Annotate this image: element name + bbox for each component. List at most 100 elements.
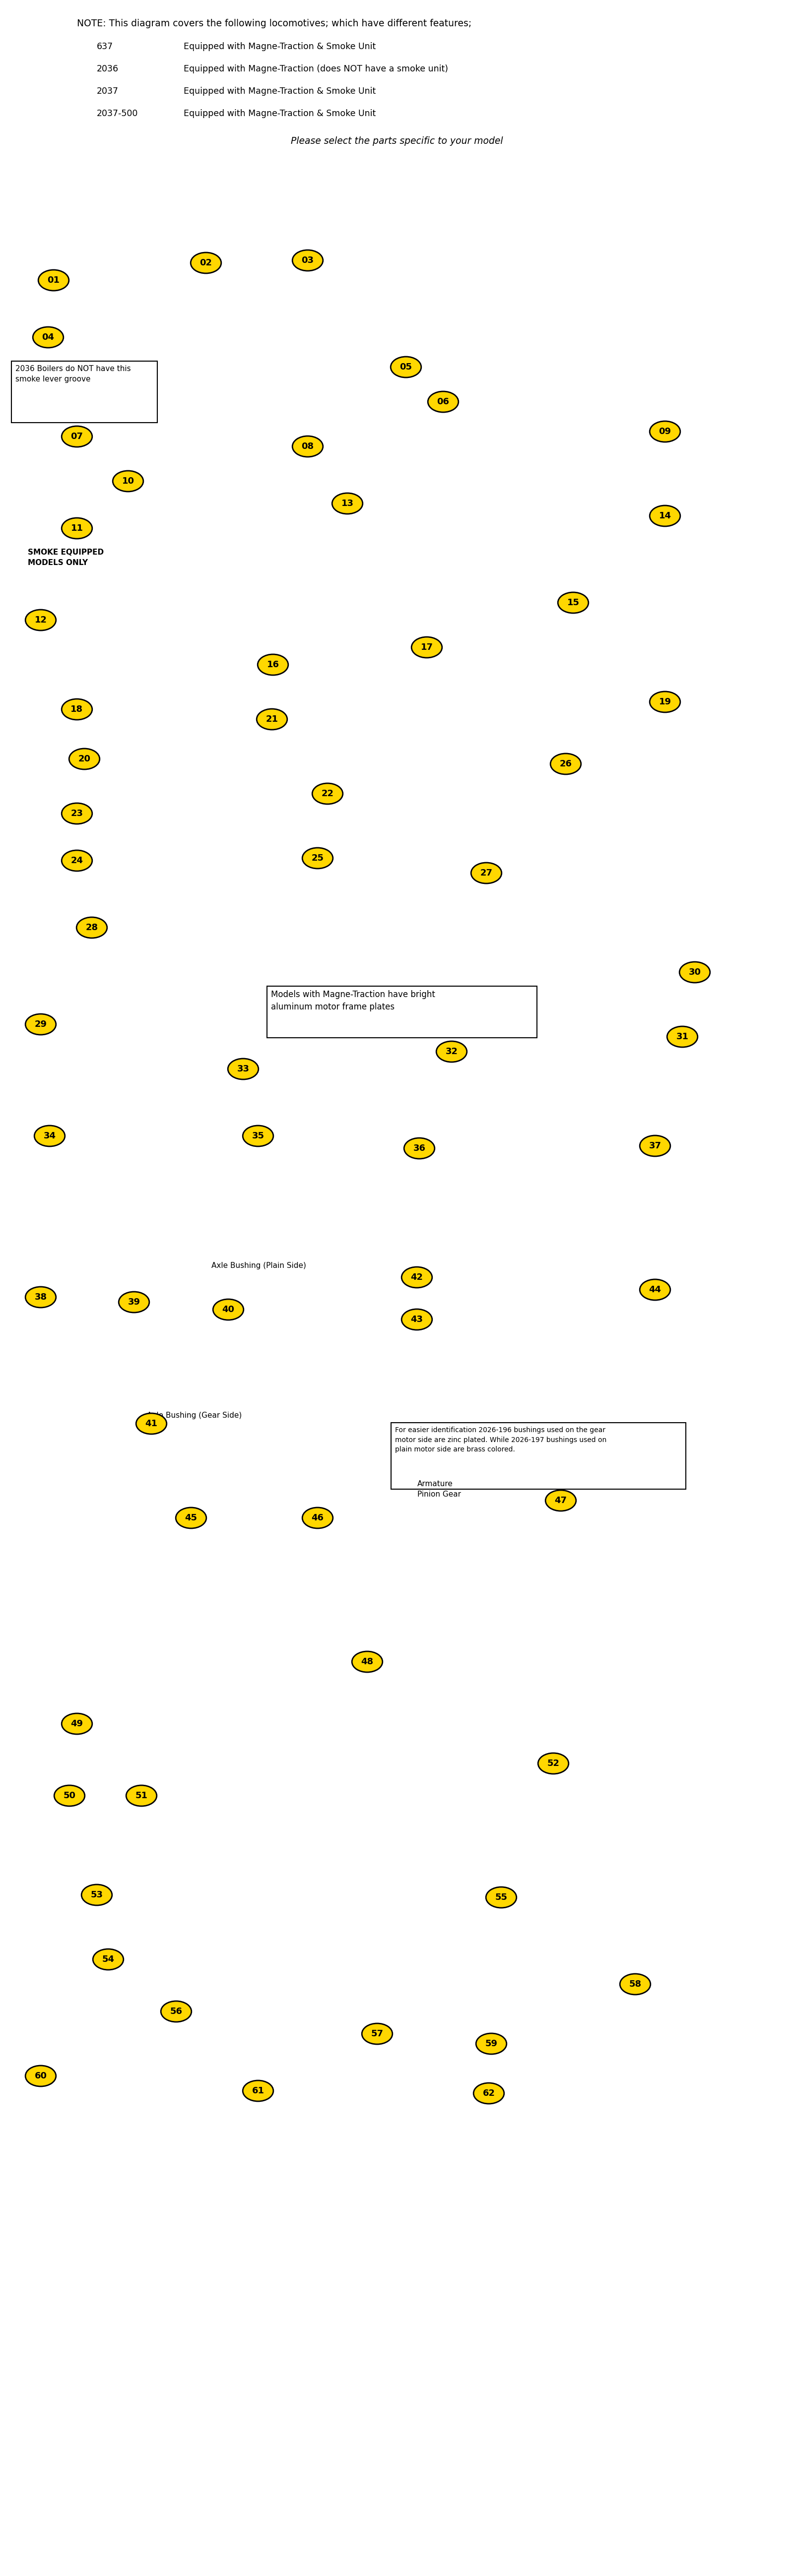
Text: 44: 44	[649, 1285, 661, 1293]
Text: Armature
Pinion Gear: Armature Pinion Gear	[418, 1481, 461, 1499]
Ellipse shape	[620, 1973, 650, 1994]
Text: Equipped with Magne-Traction & Smoke Unit: Equipped with Magne-Traction & Smoke Uni…	[183, 88, 376, 95]
Ellipse shape	[62, 850, 92, 871]
Text: 61: 61	[252, 2087, 264, 2094]
Text: 2037: 2037	[97, 88, 118, 95]
Text: 23: 23	[71, 809, 83, 819]
Text: Equipped with Magne-Traction (does NOT have a smoke unit): Equipped with Magne-Traction (does NOT h…	[183, 64, 448, 72]
Ellipse shape	[62, 425, 92, 448]
Text: 17: 17	[421, 644, 433, 652]
Text: 18: 18	[71, 706, 83, 714]
Ellipse shape	[69, 750, 100, 770]
Ellipse shape	[93, 1950, 124, 1971]
Text: 59: 59	[485, 2040, 498, 2048]
Ellipse shape	[161, 2002, 191, 2022]
Text: Axle Bushing (Plain Side): Axle Bushing (Plain Side)	[211, 1262, 306, 1270]
Text: 32: 32	[445, 1048, 458, 1056]
Text: 49: 49	[71, 1718, 83, 1728]
Text: 07: 07	[71, 433, 83, 440]
Ellipse shape	[391, 355, 422, 379]
Text: For easier identification 2026-196 bushings used on the gear
motor side are zinc: For easier identification 2026-196 bushi…	[395, 1427, 607, 1453]
Ellipse shape	[538, 1754, 569, 1775]
Ellipse shape	[558, 592, 588, 613]
Text: 48: 48	[361, 1656, 373, 1667]
Ellipse shape	[62, 698, 92, 719]
Ellipse shape	[428, 392, 458, 412]
FancyBboxPatch shape	[11, 361, 157, 422]
Text: 15: 15	[567, 598, 580, 608]
Text: 33: 33	[237, 1064, 249, 1074]
Ellipse shape	[303, 848, 333, 868]
Ellipse shape	[292, 250, 323, 270]
Text: 05: 05	[399, 363, 412, 371]
Text: 51: 51	[135, 1790, 148, 1801]
Text: 11: 11	[71, 523, 83, 533]
Text: 21: 21	[266, 714, 278, 724]
Ellipse shape	[76, 917, 107, 938]
Text: 20: 20	[78, 755, 91, 762]
Ellipse shape	[362, 2022, 392, 2045]
Ellipse shape	[38, 270, 69, 291]
Ellipse shape	[25, 1015, 56, 1036]
FancyBboxPatch shape	[391, 1422, 686, 1489]
Text: 02: 02	[200, 258, 212, 268]
Text: 42: 42	[410, 1273, 423, 1283]
Text: 56: 56	[170, 2007, 183, 2017]
Text: 2036: 2036	[97, 64, 118, 72]
Ellipse shape	[191, 252, 222, 273]
Text: 13: 13	[341, 500, 353, 507]
Ellipse shape	[62, 804, 92, 824]
Ellipse shape	[119, 1291, 149, 1314]
Ellipse shape	[33, 327, 64, 348]
Text: 36: 36	[413, 1144, 426, 1154]
Text: 637: 637	[97, 41, 114, 52]
Text: 25: 25	[311, 853, 324, 863]
Text: 06: 06	[437, 397, 449, 407]
Text: 12: 12	[34, 616, 47, 623]
Text: Equipped with Magne-Traction & Smoke Unit: Equipped with Magne-Traction & Smoke Uni…	[183, 108, 376, 118]
Text: Please select the parts specific to your model: Please select the parts specific to your…	[291, 137, 503, 147]
Ellipse shape	[402, 1309, 432, 1329]
FancyBboxPatch shape	[267, 987, 537, 1038]
Text: 22: 22	[322, 788, 333, 799]
Ellipse shape	[312, 783, 343, 804]
Ellipse shape	[352, 1651, 383, 1672]
Text: 46: 46	[311, 1515, 324, 1522]
Text: 40: 40	[222, 1306, 234, 1314]
Ellipse shape	[680, 961, 710, 981]
Ellipse shape	[437, 1041, 467, 1061]
Ellipse shape	[332, 492, 363, 513]
Text: 54: 54	[102, 1955, 114, 1963]
Text: 19: 19	[659, 698, 671, 706]
Text: 09: 09	[659, 428, 671, 435]
Text: 16: 16	[267, 659, 279, 670]
Ellipse shape	[25, 2066, 56, 2087]
Text: 14: 14	[659, 513, 671, 520]
Text: 29: 29	[34, 1020, 47, 1028]
Text: 41: 41	[145, 1419, 157, 1427]
Text: 27: 27	[480, 868, 492, 878]
Ellipse shape	[550, 755, 581, 775]
Ellipse shape	[649, 690, 680, 714]
Ellipse shape	[257, 654, 288, 675]
Text: 50: 50	[64, 1790, 75, 1801]
Ellipse shape	[402, 1267, 432, 1288]
Text: 47: 47	[554, 1497, 567, 1504]
Text: 37: 37	[649, 1141, 661, 1151]
Text: Equipped with Magne-Traction & Smoke Unit: Equipped with Magne-Traction & Smoke Uni…	[183, 41, 376, 52]
Ellipse shape	[54, 1785, 85, 1806]
Ellipse shape	[34, 1126, 65, 1146]
Text: 31: 31	[676, 1033, 688, 1041]
Ellipse shape	[62, 518, 92, 538]
Ellipse shape	[473, 2084, 504, 2105]
Ellipse shape	[640, 1280, 670, 1301]
Text: 26: 26	[560, 760, 572, 768]
Ellipse shape	[113, 471, 144, 492]
Ellipse shape	[649, 505, 680, 526]
Text: 30: 30	[688, 969, 701, 976]
Text: 52: 52	[547, 1759, 560, 1767]
Text: 43: 43	[410, 1314, 423, 1324]
Ellipse shape	[667, 1025, 698, 1048]
Ellipse shape	[25, 611, 56, 631]
Text: 2036 Boilers do NOT have this
smoke lever groove: 2036 Boilers do NOT have this smoke leve…	[15, 366, 131, 384]
